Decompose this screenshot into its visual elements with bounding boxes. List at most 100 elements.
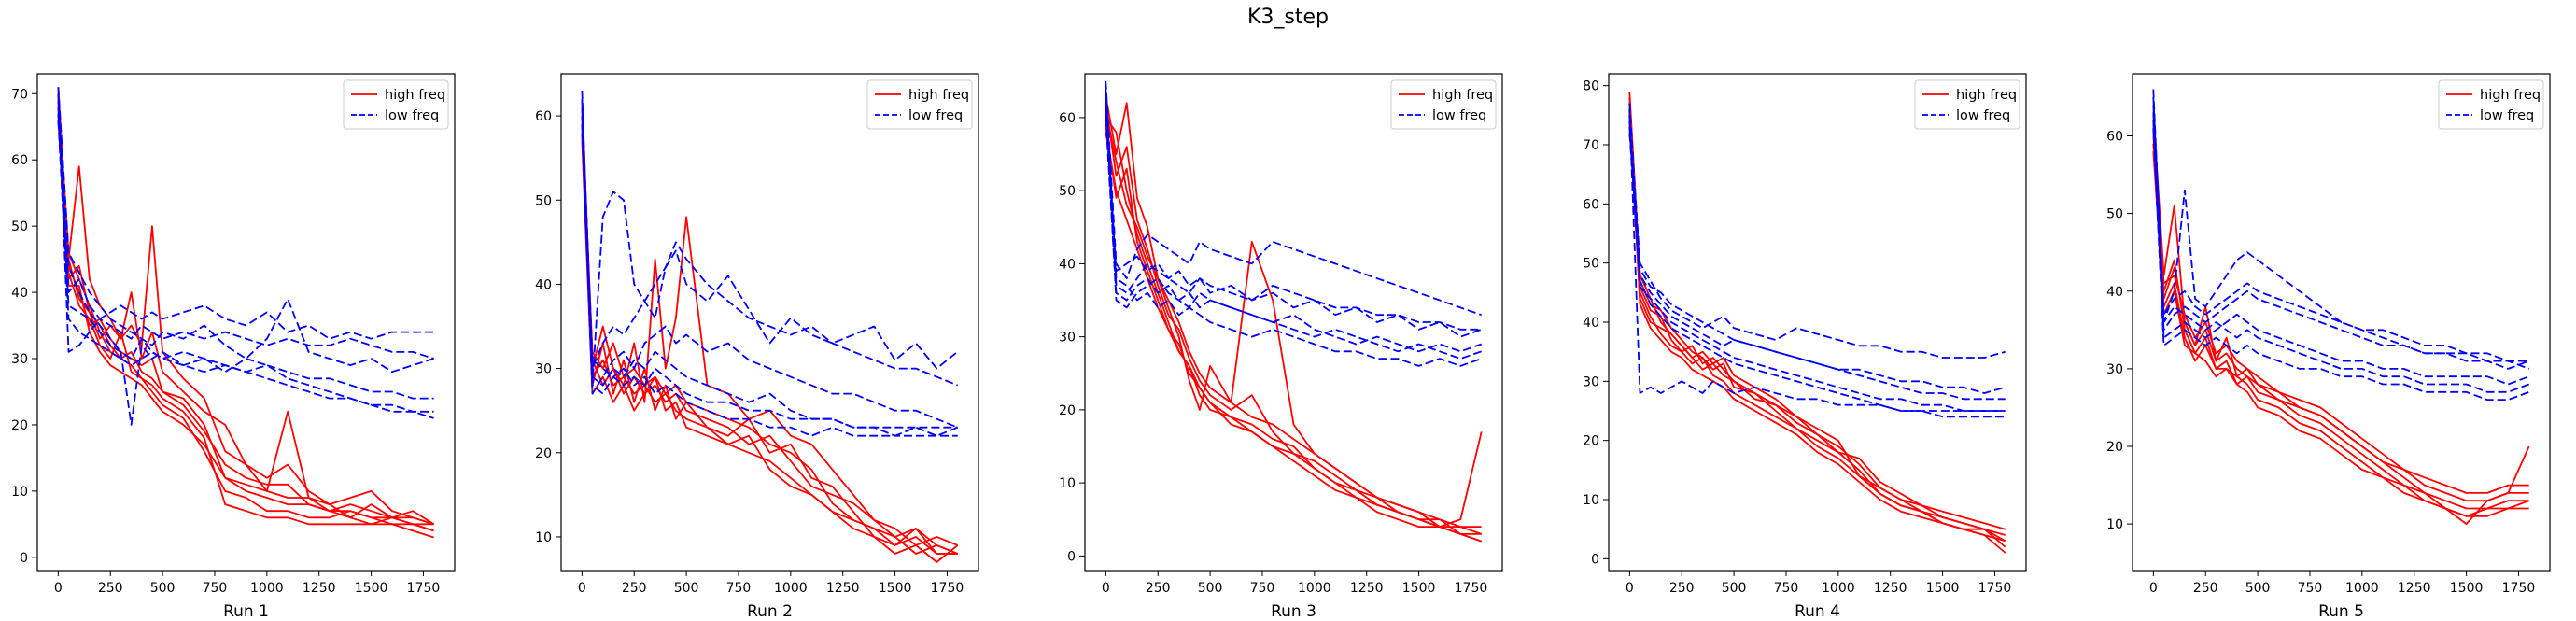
axes-frame xyxy=(560,73,979,572)
series-line-low-9 xyxy=(57,100,434,426)
x-tick-label: 1250 xyxy=(1350,581,1384,596)
series-line-low-10 xyxy=(1628,133,2006,418)
y-tick-label: 60 xyxy=(11,153,28,168)
x-tick-label: 1000 xyxy=(2345,581,2379,596)
y-tick-label: 20 xyxy=(1583,434,1599,449)
series-line-low-9 xyxy=(581,133,958,437)
y-tick-label: 60 xyxy=(1059,111,1076,126)
series-line-high-3 xyxy=(57,120,434,539)
y-tick-label: 30 xyxy=(1059,331,1076,346)
x-tick-label: 750 xyxy=(1774,581,1799,596)
x-tick-label: 750 xyxy=(1250,581,1275,596)
legend-label: low freq xyxy=(908,108,963,123)
x-tick-label: 0 xyxy=(1102,581,1110,596)
series-line-low-11 xyxy=(57,87,434,374)
legend-label: low freq xyxy=(1956,108,2010,123)
y-tick-label: 50 xyxy=(1583,257,1599,272)
x-tick-label: 1500 xyxy=(1926,581,1960,596)
x-tick-label: 1000 xyxy=(1822,581,1855,596)
subplot-4: 0 250 500 750 1000 1250 1500 1750 0 10 20 30 40 50 60 7… xyxy=(1583,73,2027,621)
x-tick-label: 1000 xyxy=(250,581,284,596)
x-tick-label: 750 xyxy=(726,581,752,596)
axes-frame xyxy=(2132,73,2551,572)
x-tick-label: 750 xyxy=(203,581,228,596)
series-line-low-7 xyxy=(1105,95,1482,331)
y-tick-label: 20 xyxy=(2106,440,2123,455)
x-axis-label: Run 5 xyxy=(2318,602,2364,621)
series-group xyxy=(1628,91,2006,554)
series-line-low-11 xyxy=(581,99,959,437)
series-line-low-7 xyxy=(57,93,434,353)
axes-frame xyxy=(36,73,456,572)
x-tick-label: 1750 xyxy=(407,581,441,596)
series-line-low-8 xyxy=(2152,120,2530,386)
legend-label: high freq xyxy=(1956,88,2017,103)
x-tick-label: 1750 xyxy=(1455,581,1488,596)
x-tick-label: 250 xyxy=(98,581,123,596)
y-tick-label: 20 xyxy=(535,446,552,461)
series-line-high-2 xyxy=(57,106,434,532)
series-line-high-1 xyxy=(1105,117,1482,535)
series-line-low-8 xyxy=(1105,103,1482,360)
series-line-low-6 xyxy=(2152,89,2530,370)
y-tick-label: 40 xyxy=(1059,257,1076,272)
subplot-5: 0 250 500 750 1000 1250 1500 1750 10 20 30 40 50 60 Ru… xyxy=(2106,73,2551,621)
x-tick-label: 0 xyxy=(54,581,63,596)
x-tick-label: 500 xyxy=(150,581,176,596)
legend-box xyxy=(1390,79,1497,130)
y-tick-label: 10 xyxy=(535,530,552,545)
y-tick-label: 50 xyxy=(535,193,552,208)
series-line-high-1 xyxy=(2152,135,2529,510)
y-tick-label: 30 xyxy=(2106,362,2123,377)
x-tick-label: 1500 xyxy=(2450,581,2484,596)
x-axis-label: Run 1 xyxy=(223,602,269,621)
y-tick-label: 20 xyxy=(1059,403,1076,418)
series-line-low-11 xyxy=(1105,110,1482,338)
x-tick-label: 1750 xyxy=(2502,581,2536,596)
series-line-low-6 xyxy=(1105,80,1482,317)
x-tick-label: 0 xyxy=(1626,581,1634,596)
x-tick-label: 750 xyxy=(2298,581,2323,596)
legend: high freq low freq xyxy=(343,79,449,130)
x-tick-label: 1500 xyxy=(355,581,388,596)
series-line-high-3 xyxy=(1105,124,1482,543)
series-line-high-4 xyxy=(581,124,959,555)
series-line-high-4 xyxy=(2152,143,2529,517)
series-line-high-5 xyxy=(1628,108,2006,554)
series-group xyxy=(2152,89,2530,525)
x-tick-label: 0 xyxy=(578,581,586,596)
x-tick-label: 500 xyxy=(674,581,699,596)
series-line-high-5 xyxy=(57,113,434,526)
series-line-low-8 xyxy=(57,106,434,360)
series-line-high-2 xyxy=(1628,115,2006,548)
y-tick-label: 80 xyxy=(1583,79,1599,94)
legend-label: high freq xyxy=(908,88,969,103)
legend: high freq low freq xyxy=(1914,79,2020,130)
x-tick-label: 1500 xyxy=(1402,581,1436,596)
x-tick-label: 500 xyxy=(2245,581,2271,596)
legend-box xyxy=(343,79,449,130)
series-line-low-7 xyxy=(1628,115,2006,359)
series-group xyxy=(1105,80,1483,543)
x-tick-label: 500 xyxy=(1198,581,1223,596)
legend-label: low freq xyxy=(1432,108,1486,123)
x-tick-label: 250 xyxy=(2193,581,2218,596)
series-line-high-0 xyxy=(2152,112,2530,525)
y-tick-label: 30 xyxy=(11,352,28,367)
y-tick-label: 10 xyxy=(2106,517,2123,532)
x-tick-label: 1250 xyxy=(2398,581,2431,596)
series-line-low-7 xyxy=(2152,105,2530,370)
y-tick-label: 0 xyxy=(1591,552,1599,567)
x-tick-label: 250 xyxy=(622,581,647,596)
series-line-high-2 xyxy=(581,133,959,563)
y-tick-label: 70 xyxy=(11,87,28,102)
x-tick-label: 1250 xyxy=(826,581,860,596)
legend-label: high freq xyxy=(1432,88,1493,103)
series-line-low-11 xyxy=(1628,103,2006,401)
y-tick-label: 0 xyxy=(1067,549,1076,564)
y-tick-label: 60 xyxy=(535,109,552,124)
y-tick-label: 30 xyxy=(535,362,552,377)
figure-title: K3_step xyxy=(1246,6,1329,29)
legend-label: low freq xyxy=(385,108,439,123)
